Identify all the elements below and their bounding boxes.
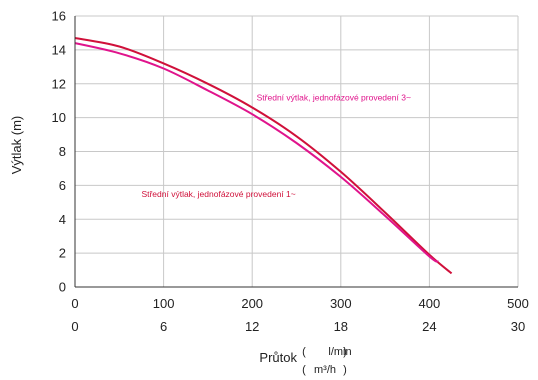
axes [74, 16, 518, 288]
x-tick-label: 400 [419, 296, 441, 311]
x-unit-open-paren-bottom: ( [302, 364, 306, 376]
grid [74, 15, 519, 288]
series-annotation-1: Střední výtlak, jednofázové provedení 3~ [257, 93, 411, 103]
y-tick-label: 12 [52, 76, 66, 91]
y-tick-label: 4 [59, 212, 66, 227]
annotations: Střední výtlak, jednofázové provedení 3~… [141, 93, 410, 200]
x-tick-label: 200 [241, 296, 263, 311]
x2-tick-label: 24 [422, 319, 436, 334]
y-tick-label: 14 [52, 42, 66, 57]
x2-tick-label: 6 [160, 319, 167, 334]
x-unit-open-paren-top: ( [302, 346, 306, 358]
x-unit-m3h: m³/h [314, 364, 336, 376]
x-tick-label: 500 [507, 296, 529, 311]
x2-tick-label: 30 [511, 319, 525, 334]
x-axis-label: Průtok [259, 350, 297, 365]
x2-tick-label: 12 [245, 319, 259, 334]
x-tick-label: 0 [71, 296, 78, 311]
x-unit-close-paren-top: ) [343, 346, 347, 358]
x2-tick-label: 0 [71, 319, 78, 334]
y-tick-label: 6 [59, 178, 66, 193]
x-unit-lmin: l/min [328, 346, 351, 358]
y-tick-label: 10 [52, 110, 66, 125]
series-layer [74, 37, 453, 275]
y-tick-label: 0 [59, 280, 66, 295]
x-tick-label: 300 [330, 296, 352, 311]
series-annotation-2: Střední výtlak, jednofázové provedení 1~ [141, 189, 295, 199]
series-line-1 [74, 37, 453, 275]
x-tick-label: 100 [153, 296, 175, 311]
x2-tick-label: 18 [334, 319, 348, 334]
y-tick-label: 8 [59, 144, 66, 159]
series-line-2 [74, 42, 439, 263]
y-tick-label: 2 [59, 246, 66, 261]
y-tick-label: 16 [52, 9, 66, 24]
x-unit-close-paren-bottom: ) [343, 364, 347, 376]
y-axis-label: Výtlak (m) [9, 116, 24, 175]
